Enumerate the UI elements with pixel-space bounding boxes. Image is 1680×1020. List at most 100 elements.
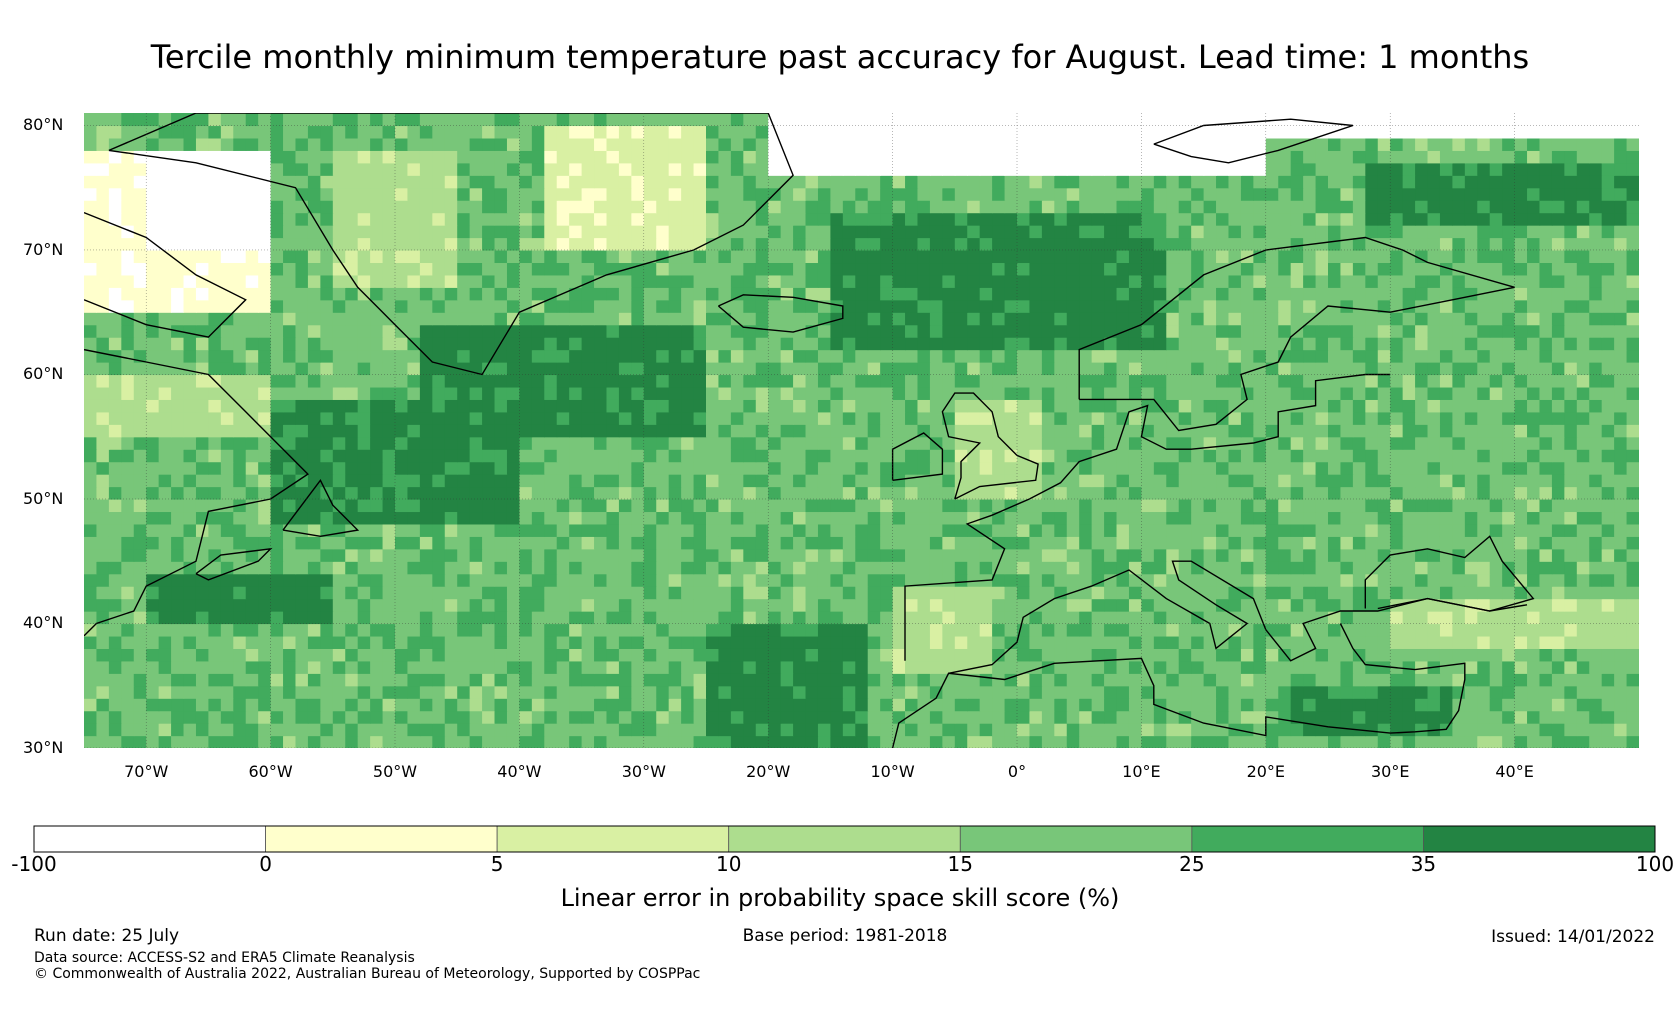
grid-cell	[1116, 698, 1130, 712]
grid-cell	[96, 337, 110, 351]
grid-cell	[1315, 411, 1329, 425]
grid-cell	[270, 411, 284, 425]
grid-cell	[208, 312, 222, 326]
grid-cell	[457, 349, 471, 363]
grid-cell	[419, 411, 433, 425]
grid-cell	[407, 299, 421, 313]
grid-cell	[743, 561, 757, 575]
grid-cell	[96, 262, 110, 276]
grid-cell	[1191, 548, 1205, 562]
grid-cell	[345, 436, 359, 450]
grid-cell	[693, 498, 707, 513]
grid-cell	[1029, 399, 1043, 413]
grid-cell	[581, 611, 595, 625]
grid-cell	[1527, 548, 1541, 562]
grid-cell	[395, 598, 409, 612]
grid-cell	[1601, 486, 1615, 500]
grid-cell	[1054, 698, 1068, 712]
grid-cell	[482, 362, 496, 376]
grid-cell	[1290, 349, 1304, 363]
grid-cell	[817, 536, 831, 550]
grid-cell	[158, 424, 172, 438]
grid-cell	[1489, 461, 1503, 475]
grid-cell	[867, 436, 881, 450]
grid-cell	[967, 411, 981, 425]
grid-cell	[233, 474, 247, 488]
grid-cell	[1128, 723, 1142, 737]
grid-cell	[693, 710, 707, 724]
grid-cell	[1278, 461, 1292, 475]
grid-cell	[1315, 386, 1329, 400]
grid-cell	[307, 362, 321, 376]
grid-cell	[1166, 274, 1180, 288]
grid-cell	[1004, 461, 1018, 475]
grid-cell	[656, 660, 670, 674]
grid-cell	[1564, 299, 1578, 313]
grid-cell	[556, 598, 570, 612]
grid-cell	[1017, 548, 1031, 562]
grid-cell	[1377, 324, 1391, 338]
grid-cell	[556, 374, 570, 388]
grid-cell	[494, 648, 508, 662]
grid-cell	[1489, 486, 1503, 500]
grid-cell	[1377, 498, 1391, 513]
grid-cell	[842, 586, 856, 600]
grid-cell	[1477, 486, 1491, 500]
grid-cell	[432, 598, 446, 612]
grid-cell	[905, 635, 919, 649]
grid-cell	[1439, 299, 1453, 313]
grid-cell	[992, 723, 1006, 737]
grid-cell	[1191, 287, 1205, 301]
grid-cell	[270, 611, 284, 625]
grid-cell	[1104, 411, 1118, 425]
grid-cell	[1452, 299, 1466, 313]
grid-cell	[1402, 461, 1416, 475]
grid-cell	[1216, 449, 1230, 463]
grid-cell	[1066, 548, 1080, 562]
grid-cell	[929, 548, 943, 562]
grid-cell	[656, 474, 670, 488]
grid-cell	[270, 498, 284, 513]
grid-cell	[457, 249, 471, 264]
grid-cell	[158, 523, 172, 537]
grid-cell	[295, 698, 309, 712]
grid-cell	[407, 623, 421, 637]
grid-cell	[1551, 498, 1565, 513]
grid-cell	[1589, 723, 1603, 737]
grid-cell	[1253, 486, 1267, 500]
grid-cell	[631, 399, 645, 413]
grid-cell	[1166, 349, 1180, 363]
grid-cell	[643, 436, 657, 450]
grid-cell	[1178, 349, 1192, 363]
grid-cell	[332, 337, 346, 351]
grid-cell	[1066, 436, 1080, 450]
grid-cell	[258, 262, 272, 276]
grid-cell	[357, 374, 371, 388]
grid-cell	[569, 598, 583, 612]
grid-cell	[1054, 399, 1068, 413]
grid-cell	[656, 648, 670, 662]
grid-cell	[1365, 598, 1379, 612]
grid-cell	[1439, 523, 1453, 537]
grid-cell	[432, 249, 446, 264]
grid-cell	[283, 399, 297, 413]
grid-cell	[1141, 536, 1155, 550]
grid-cell	[270, 573, 284, 587]
grid-cell	[531, 486, 545, 500]
grid-cell	[1464, 548, 1478, 562]
grid-cell	[1489, 561, 1503, 575]
grid-cell	[643, 312, 657, 326]
grid-cell	[1614, 698, 1628, 712]
grid-cell	[929, 274, 943, 288]
grid-cell	[1191, 498, 1205, 513]
grid-cell	[1464, 474, 1478, 488]
grid-cell	[1278, 660, 1292, 674]
grid-cell	[1066, 598, 1080, 612]
grid-cell	[84, 424, 98, 438]
grid-cell	[1153, 274, 1167, 288]
grid-cell	[880, 723, 894, 737]
grid-cell	[1029, 274, 1043, 288]
grid-cell	[1041, 337, 1055, 351]
grid-cell	[1128, 698, 1142, 712]
grid-cell	[133, 349, 147, 363]
